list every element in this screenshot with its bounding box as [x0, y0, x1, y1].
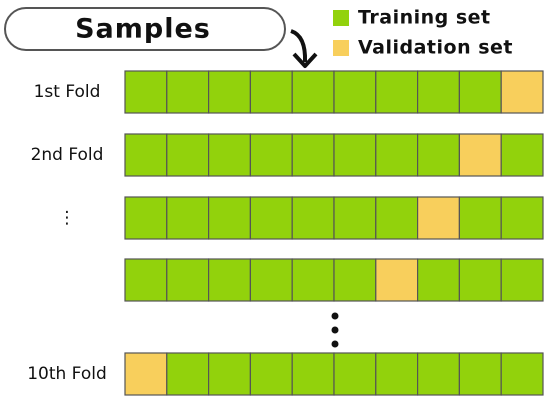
cell	[458, 258, 502, 302]
cell	[166, 258, 210, 302]
cell	[458, 352, 502, 396]
cell	[375, 196, 419, 240]
cell	[208, 352, 252, 396]
cell	[166, 70, 210, 114]
cell	[417, 352, 461, 396]
cell	[208, 70, 252, 114]
cell	[166, 133, 210, 177]
cell	[500, 133, 544, 177]
cell	[249, 196, 293, 240]
cell	[124, 258, 168, 302]
cell	[249, 70, 293, 114]
legend-swatch	[333, 40, 349, 56]
cell	[166, 196, 210, 240]
cell	[417, 258, 461, 302]
ellipsis-dot	[331, 340, 339, 348]
cell	[500, 258, 544, 302]
cell	[417, 196, 461, 240]
cell	[417, 70, 461, 114]
legend-label: Training set	[358, 7, 491, 29]
cell	[249, 133, 293, 177]
cell	[333, 133, 377, 177]
cell	[458, 196, 502, 240]
cell	[208, 258, 252, 302]
cell	[375, 70, 419, 114]
cell	[291, 258, 335, 302]
cell	[208, 196, 252, 240]
cell	[124, 352, 168, 396]
cell	[500, 70, 544, 114]
ellipsis-dot	[331, 326, 339, 334]
cell	[500, 196, 544, 240]
cell	[417, 133, 461, 177]
cell	[291, 133, 335, 177]
cell	[249, 258, 293, 302]
title: Samples	[75, 14, 211, 45]
arrow-head	[292, 52, 318, 68]
cell	[124, 133, 168, 177]
cell	[375, 258, 419, 302]
cell	[291, 196, 335, 240]
cell	[291, 70, 335, 114]
cell	[124, 196, 168, 240]
cell	[500, 352, 544, 396]
fold-label: ⋮	[59, 208, 76, 228]
legend-swatch	[333, 10, 349, 26]
title-pill	[4, 7, 286, 51]
cell	[166, 352, 210, 396]
cell	[458, 70, 502, 114]
cell	[375, 133, 419, 177]
cell	[458, 133, 502, 177]
legend-label: Validation set	[358, 37, 513, 59]
cell	[291, 352, 335, 396]
cell	[333, 352, 377, 396]
cell	[208, 133, 252, 177]
cell	[124, 70, 168, 114]
cell	[375, 352, 419, 396]
fold-label: 2nd Fold	[31, 145, 104, 165]
fold-label: 10th Fold	[27, 364, 107, 384]
cell	[333, 196, 377, 240]
ellipsis-dot	[331, 312, 339, 320]
arrow	[290, 29, 308, 63]
fold-label: 1st Fold	[34, 82, 101, 102]
cell	[249, 352, 293, 396]
cell	[333, 258, 377, 302]
cell	[333, 70, 377, 114]
